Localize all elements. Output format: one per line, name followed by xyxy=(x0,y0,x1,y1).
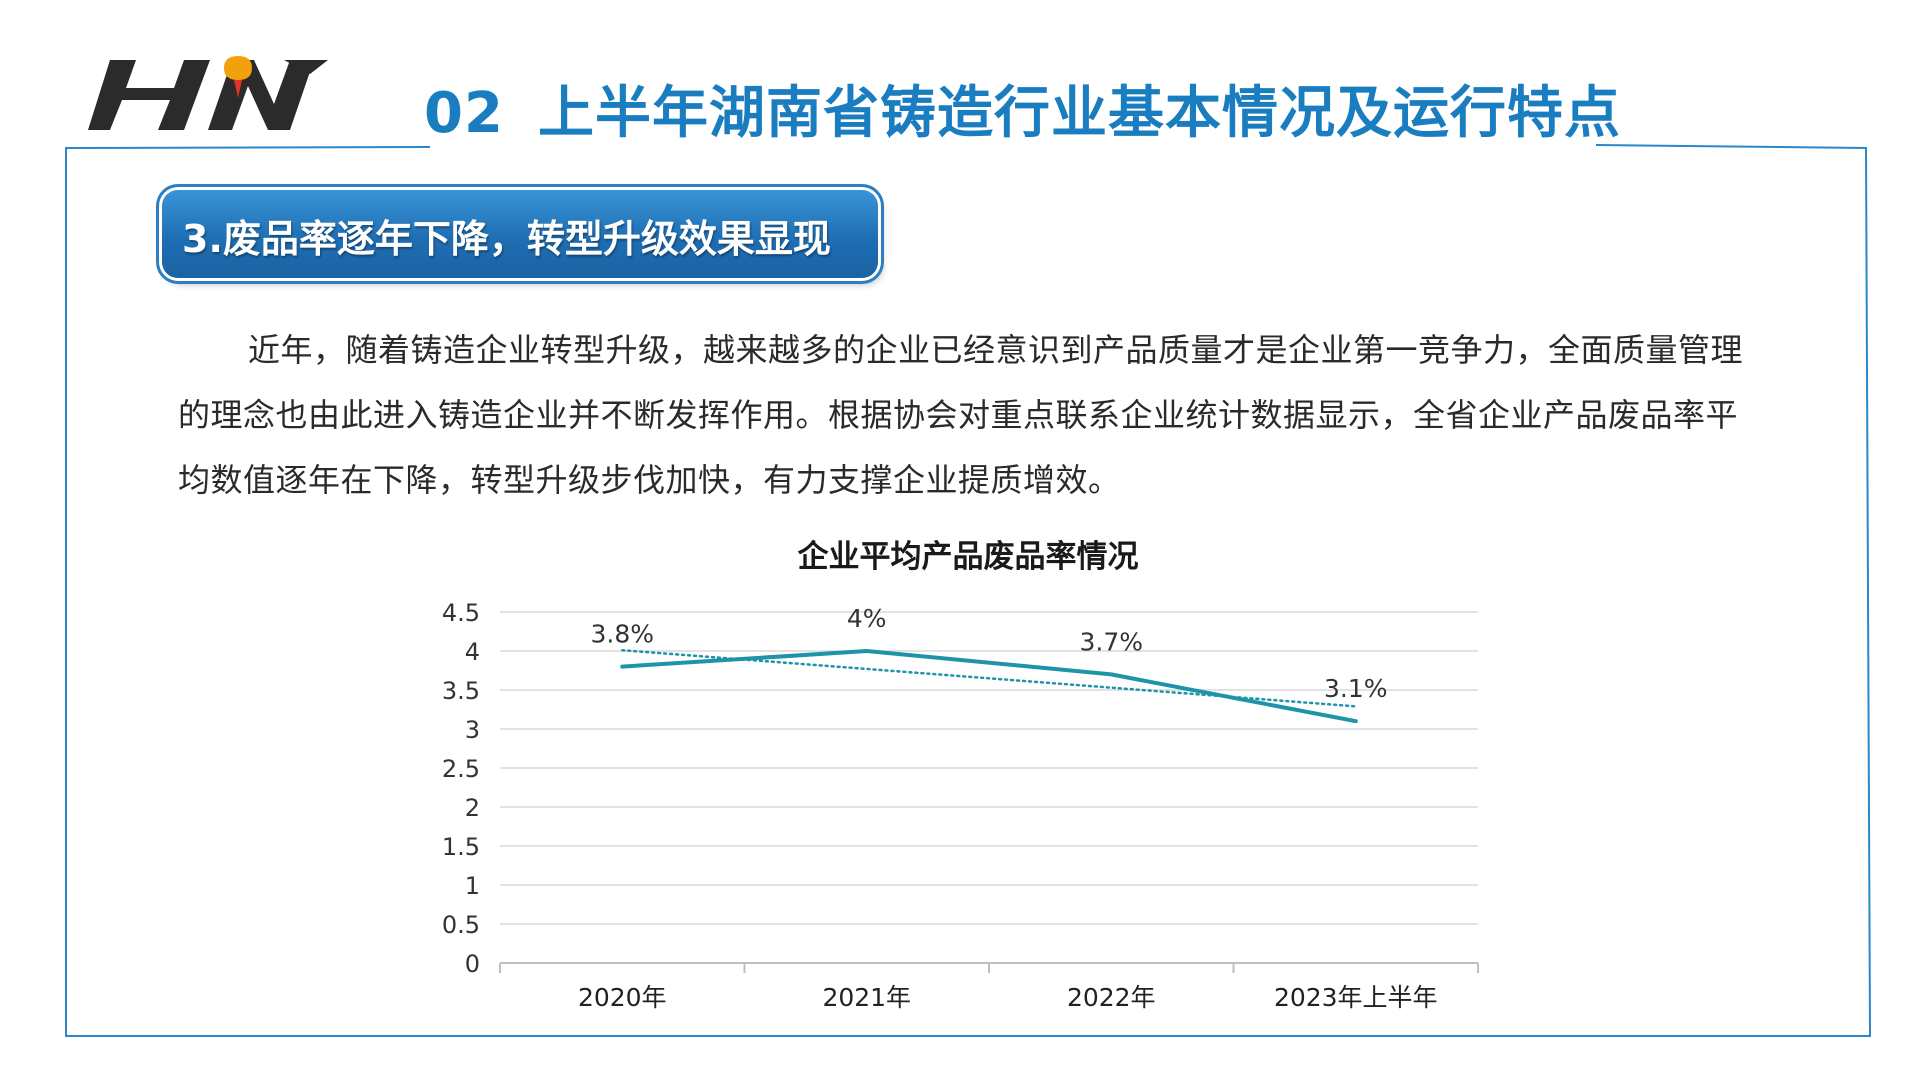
y-tick-label: 2 xyxy=(465,794,480,822)
x-tick-label: 2021年 xyxy=(822,983,911,1012)
page-title-text: 上半年湖南省铸造行业基本情况及运行特点 xyxy=(537,81,1621,146)
x-tick-label: 2022年 xyxy=(1067,983,1156,1012)
y-tick-label: 1.5 xyxy=(442,833,480,861)
y-tick-label: 1 xyxy=(465,872,480,900)
logo-letter-h xyxy=(88,60,210,130)
body-paragraph: 近年，随着铸造企业转型升级，越来越多的企业已经意识到产品质量才是企业第一竞争力，… xyxy=(178,331,1744,499)
data-label: 3.8% xyxy=(590,620,654,649)
chart-title: 企业平均产品废品率情况 xyxy=(798,539,1139,575)
company-logo: HN xyxy=(88,56,328,130)
y-tick-label: 3 xyxy=(465,716,480,744)
chart-series xyxy=(620,648,1358,724)
data-label: 3.7% xyxy=(1079,627,1143,656)
y-tick-label: 2.5 xyxy=(442,755,480,783)
y-axis-ticks: 0 0.5 1 1.5 2 2.5 3 3.5 4 4.5 xyxy=(442,599,480,978)
page-title: 02 上半年湖南省铸造行业基本情况及运行特点 xyxy=(424,68,1621,149)
y-tick-label: 4 xyxy=(465,638,480,666)
x-tick-label: 2020年 xyxy=(578,983,667,1012)
logo-letter-y xyxy=(284,60,328,74)
y-tick-label: 3.5 xyxy=(442,677,480,705)
section-label: 3.废品率逐年下降，转型升级效果显现 xyxy=(182,217,831,261)
logo-drop xyxy=(224,56,252,80)
data-label: 3.1% xyxy=(1324,674,1388,703)
y-tick-label: 0.5 xyxy=(442,911,480,939)
series-line xyxy=(620,649,1358,724)
data-label: 4% xyxy=(847,604,887,633)
section-number: 02 xyxy=(424,81,504,146)
y-tick-label: 4.5 xyxy=(442,599,480,627)
chart-gridlines xyxy=(500,611,1478,925)
y-tick-label: 0 xyxy=(465,950,480,978)
x-axis: 2020年 2021年 2022年 2023年上半年 xyxy=(499,962,1479,1012)
section-badge: 3.废品率逐年下降，转型升级效果显现 xyxy=(162,190,878,278)
x-tick-label: 2023年上半年 xyxy=(1274,983,1438,1012)
data-labels: 3.8% 4% 3.7% 3.1% xyxy=(590,604,1387,703)
